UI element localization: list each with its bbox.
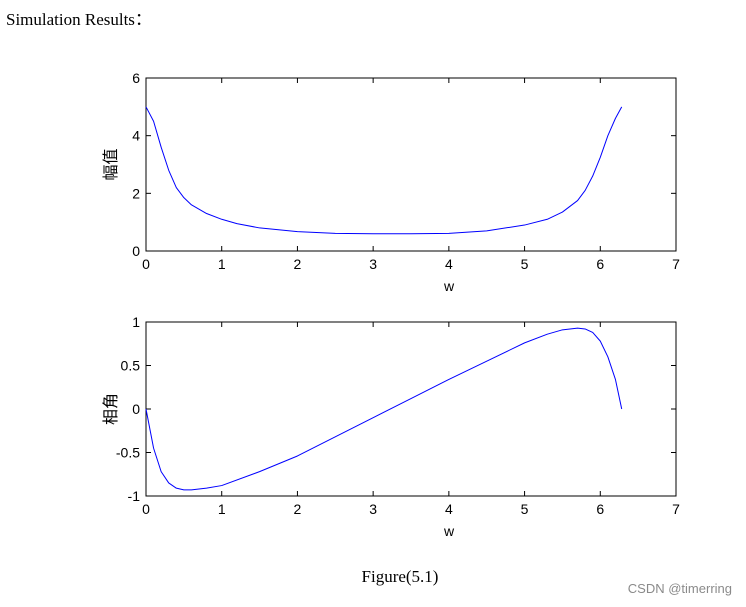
- plot2-x-tick-label: 6: [596, 501, 604, 517]
- plot2-y-tick-label: 0.5: [121, 358, 141, 374]
- plot1-x-tick-label: 4: [445, 256, 453, 272]
- plot1-axes-box: [145, 77, 677, 252]
- page-heading: Simulation Results：: [6, 10, 152, 29]
- plot2-x-tick-label: 4: [445, 501, 453, 517]
- plot2-x-tick-label: 7: [672, 501, 680, 517]
- plot2-y-tick-label: 1: [132, 314, 140, 330]
- plot2-series-line-1: [145, 327, 623, 491]
- plot1-x-tick-label: 1: [218, 256, 226, 272]
- plot1-x-tick-label: 5: [521, 256, 529, 272]
- plot2-x-tick-label: 1: [218, 501, 226, 517]
- plot1-y-tick-label: 6: [132, 70, 140, 86]
- plot1-x-axis-label: w: [443, 278, 455, 294]
- plot2-x-tick-label: 2: [294, 501, 302, 517]
- plot1-y-tick-label: 2: [132, 185, 140, 201]
- watermark: CSDN @timerring: [627, 581, 732, 596]
- plot1-series-line-1: [145, 106, 623, 235]
- plot2-x-tick-label: 0: [142, 501, 150, 517]
- plot2-y-axis-label: 相角: [101, 393, 120, 425]
- plot1-x-tick-label: 6: [596, 256, 604, 272]
- plot2-x-tick-label: 3: [369, 501, 377, 517]
- plot2-x-axis-label: w: [443, 523, 455, 539]
- plot2-y-tick-label: 0: [132, 401, 140, 417]
- plot2-axes-box: [145, 321, 677, 497]
- plot1-x-tick-label: 7: [672, 256, 680, 272]
- plot2-x-tick-label: 5: [521, 501, 529, 517]
- plot1-x-tick-label: 3: [369, 256, 377, 272]
- plot1-y-axis-label: 幅值: [101, 148, 120, 180]
- plot2-y-tick-label: -0.5: [116, 445, 140, 461]
- figure-plots: 0 1 2 3 4 5 6 7 0 2 4 6 w 幅值 0 1 2 3 4 5 6 7 -1 -0.5 0 0.5 1 w 相角: [101, 70, 680, 539]
- plot2-y-tick-label: -1: [128, 488, 141, 504]
- plot1-x-tick-label: 2: [294, 256, 302, 272]
- figure-caption: Figure(5.1): [361, 567, 439, 586]
- plot1-x-tick-label: 0: [142, 256, 150, 272]
- plot1-y-tick-label: 4: [132, 128, 140, 144]
- plot1-y-tick-label: 0: [132, 243, 140, 259]
